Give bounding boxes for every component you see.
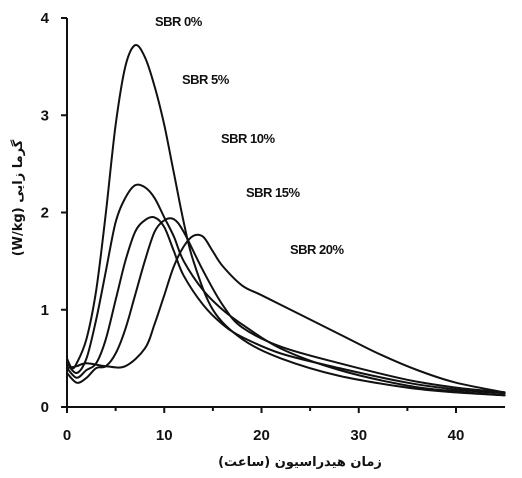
x-tick-label: 10 [156, 427, 173, 444]
series-label-1: SBR 0% [155, 14, 203, 29]
series-group [66, 43, 506, 397]
y-axis-title: گرما زایی (W/kg) [10, 139, 26, 256]
series-label-4: SBR 15% [246, 185, 301, 200]
x-tick-label: 40 [448, 427, 465, 444]
series-line-2 [66, 183, 506, 397]
y-tick-label: 1 [41, 302, 49, 319]
series-line-4 [66, 217, 506, 394]
series-line-3 [66, 215, 506, 395]
y-tick-label: 3 [41, 107, 49, 124]
series-label-5: SBR 20% [290, 242, 345, 257]
series-label-3: SBR 10% [221, 131, 276, 146]
y-tick-label: 4 [41, 10, 50, 27]
y-tick-label: 0 [41, 399, 49, 416]
series-label-2: SBR 5% [182, 72, 230, 87]
x-tick-label: 0 [63, 427, 71, 444]
y-tick-label: 2 [41, 205, 49, 222]
series-line-1 [66, 43, 506, 397]
x-tick-label: 30 [350, 427, 367, 444]
ticks: 0 10 20 30 40 0 1 2 3 4 [41, 10, 465, 444]
series-labels: SBR 0% SBR 5% SBR 10% SBR 15% SBR 20% [155, 14, 345, 257]
x-tick-label: 20 [253, 427, 270, 444]
series-line-5 [66, 233, 506, 394]
x-axis-title: زمان هیدراسیون (ساعت) [218, 455, 382, 470]
